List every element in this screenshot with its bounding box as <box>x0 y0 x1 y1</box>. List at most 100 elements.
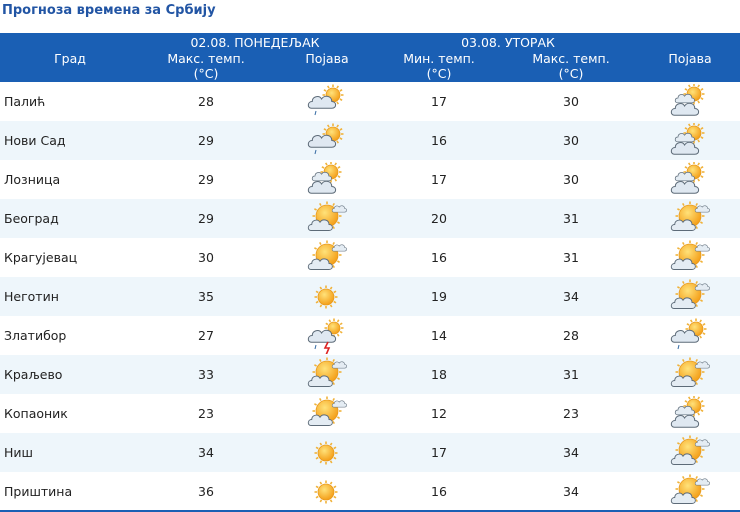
city-name: Крагујевац <box>4 250 78 265</box>
phenomenon-day1 <box>297 199 357 238</box>
header-unit: (°C) <box>426 66 452 81</box>
cloudy-sun-shower-icon <box>660 316 720 355</box>
min-temp-day2: 17 <box>431 445 447 460</box>
phenomenon-day1 <box>297 355 357 394</box>
phenomenon-day2 <box>660 199 720 238</box>
city-name: Ниш <box>4 445 33 460</box>
header-max-temp-label: Макс. темп. <box>167 51 245 66</box>
city-name: Београд <box>4 211 59 226</box>
phenomenon-day1 <box>297 238 357 277</box>
header-unit: (°C) <box>558 66 584 81</box>
header-day1: 02.08. ПОНЕДЕЉАК <box>190 35 320 50</box>
partly-cloudy-icon <box>660 238 720 277</box>
header-max-temp-day2: Макс. темп. (°C) <box>525 51 617 81</box>
header-max-temp-label: Макс. темп. <box>532 51 610 66</box>
max-temp-day1: 29 <box>198 211 214 226</box>
partly-cloudy-icon <box>297 355 357 394</box>
city-name: Краљево <box>4 367 63 382</box>
phenomenon-day1 <box>297 121 357 160</box>
cloudy-sun-shower-icon <box>297 121 357 160</box>
forecast-table: Град 02.08. ПОНЕДЕЉАК Макс. темп. (°C) П… <box>0 33 740 511</box>
min-temp-day2: 16 <box>431 133 447 148</box>
phenomenon-day2 <box>660 355 720 394</box>
sun-icon <box>297 433 357 472</box>
phenomenon-day1 <box>297 472 357 511</box>
partly-cloudy-icon <box>660 355 720 394</box>
max-temp-day1: 30 <box>198 250 214 265</box>
table-row: Палић 28 17 30 <box>0 82 740 121</box>
city-name: Копаоник <box>4 406 68 421</box>
table-row: Приштина 36 16 34 <box>0 472 740 511</box>
table-row: Лозница 29 17 30 <box>0 160 740 199</box>
city-name: Приштина <box>4 484 73 499</box>
sun-icon <box>297 472 357 511</box>
phenomenon-day1 <box>297 316 357 355</box>
partly-cloudy-icon <box>660 472 720 511</box>
table-bottom-border <box>0 510 740 512</box>
phenomenon-day1 <box>297 82 357 121</box>
partly-cloudy-icon <box>660 199 720 238</box>
city-name: Златибор <box>4 328 67 343</box>
table-body: Палић 28 17 30 Нови Сад 29 16 30 Лозница… <box>0 82 740 511</box>
partly-cloudy-icon <box>297 238 357 277</box>
header-phenomenon-day2: Појава <box>668 51 712 66</box>
page-title: Прогноза времена за Србију <box>2 3 216 18</box>
max-temp-day1: 35 <box>198 289 214 304</box>
min-temp-day2: 18 <box>431 367 447 382</box>
phenomenon-day2 <box>660 433 720 472</box>
max-temp-day2: 31 <box>563 367 579 382</box>
city-name: Палић <box>4 94 46 109</box>
thunderstorm-icon <box>297 316 357 355</box>
header-max-temp-day1: Макс. темп. (°C) <box>160 51 252 81</box>
partly-cloudy-icon <box>297 199 357 238</box>
phenomenon-day2 <box>660 394 720 433</box>
city-name: Нови Сад <box>4 133 66 148</box>
min-temp-day2: 16 <box>431 484 447 499</box>
sun-icon <box>297 277 357 316</box>
phenomenon-day1 <box>297 394 357 433</box>
max-temp-day1: 34 <box>198 445 214 460</box>
phenomenon-day2 <box>660 160 720 199</box>
partly-cloudy-icon <box>660 433 720 472</box>
min-temp-day2: 17 <box>431 172 447 187</box>
max-temp-day2: 30 <box>563 133 579 148</box>
phenomenon-day2 <box>660 277 720 316</box>
phenomenon-day2 <box>660 121 720 160</box>
sun-behind-clouds-icon <box>660 82 720 121</box>
min-temp-day2: 17 <box>431 94 447 109</box>
min-temp-day2: 14 <box>431 328 447 343</box>
max-temp-day2: 34 <box>563 484 579 499</box>
table-row: Крагујевац 30 16 31 <box>0 238 740 277</box>
min-temp-day2: 12 <box>431 406 447 421</box>
header-unit: (°C) <box>193 66 219 81</box>
max-temp-day1: 28 <box>198 94 214 109</box>
max-temp-day2: 30 <box>563 172 579 187</box>
max-temp-day1: 27 <box>198 328 214 343</box>
table-row: Ниш 34 17 34 <box>0 433 740 472</box>
min-temp-day2: 20 <box>431 211 447 226</box>
header-phenomenon-day1: Појава <box>305 51 349 66</box>
table-row: Краљево 33 18 31 <box>0 355 740 394</box>
phenomenon-day1 <box>297 433 357 472</box>
phenomenon-day2 <box>660 238 720 277</box>
sun-behind-clouds-icon <box>660 121 720 160</box>
table-header: Град 02.08. ПОНЕДЕЉАК Макс. темп. (°C) П… <box>0 33 740 82</box>
max-temp-day2: 31 <box>563 250 579 265</box>
max-temp-day1: 33 <box>198 367 214 382</box>
sun-behind-clouds-icon <box>297 160 357 199</box>
phenomenon-day1 <box>297 160 357 199</box>
phenomenon-day2 <box>660 82 720 121</box>
table-row: Неготин 35 19 34 <box>0 277 740 316</box>
table-row: Београд 29 20 31 <box>0 199 740 238</box>
table-row: Златибор 27 14 28 <box>0 316 740 355</box>
max-temp-day2: 23 <box>563 406 579 421</box>
phenomenon-day2 <box>660 316 720 355</box>
max-temp-day1: 29 <box>198 172 214 187</box>
city-name: Лозница <box>4 172 61 187</box>
partly-cloudy-icon <box>297 394 357 433</box>
header-city: Град <box>54 51 86 66</box>
max-temp-day1: 36 <box>198 484 214 499</box>
max-temp-day2: 28 <box>563 328 579 343</box>
city-name: Неготин <box>4 289 59 304</box>
max-temp-day1: 29 <box>198 133 214 148</box>
